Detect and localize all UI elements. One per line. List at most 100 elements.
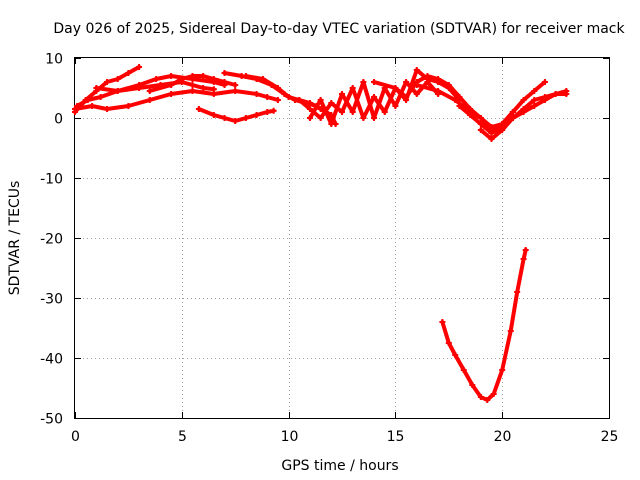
data-point [89, 103, 96, 109]
data-point [490, 391, 497, 397]
data-point [403, 94, 410, 100]
data-point [84, 97, 91, 103]
data-point [221, 115, 228, 121]
data-point [460, 367, 467, 373]
series-line-track-2 [75, 74, 227, 108]
data-point [477, 394, 484, 400]
data-point [392, 85, 399, 91]
data-point [531, 97, 538, 103]
data-point [189, 82, 196, 88]
data-point [114, 88, 121, 94]
y-tick-label: -10 [40, 172, 63, 188]
data-point [452, 352, 459, 358]
data-point [189, 73, 196, 79]
data-point [469, 382, 476, 388]
data-point [456, 103, 463, 109]
x-axis-label: GPS time / hours [281, 458, 398, 474]
data-point [563, 91, 570, 97]
data-point [200, 85, 207, 91]
y-tick-label: 10 [45, 52, 63, 68]
data-point [168, 82, 175, 88]
data-point [371, 115, 378, 121]
x-tick-label: 5 [178, 429, 187, 445]
x-tick-label: 20 [494, 429, 512, 445]
data-point [435, 76, 442, 82]
data-point [499, 367, 506, 373]
data-point [424, 79, 431, 85]
data-point [221, 70, 228, 76]
data-point [270, 107, 277, 114]
data-point [285, 94, 292, 100]
data-point [520, 97, 527, 103]
grid [75, 58, 609, 418]
data-point [153, 76, 160, 82]
data-point [146, 97, 153, 103]
data-point [114, 76, 121, 82]
data-point [210, 86, 217, 93]
data-point [317, 115, 324, 121]
data-point [514, 289, 521, 295]
y-tick-label: 0 [54, 112, 63, 128]
data-point [317, 97, 324, 103]
data-point [125, 103, 132, 109]
data-point [339, 109, 345, 115]
data-point [168, 73, 175, 79]
data-point [484, 397, 491, 403]
data-point [499, 127, 506, 133]
data-point [403, 79, 410, 85]
data-point [520, 256, 527, 262]
data-point [477, 127, 484, 133]
data-point [264, 109, 271, 115]
axis-ticks: 0 5 10 15 20 25 10 0 -10 -20 -30 -40 -50 [40, 52, 618, 446]
data-point [371, 94, 378, 100]
data-point [210, 76, 217, 82]
data-point [242, 115, 249, 121]
data-point [328, 121, 335, 127]
data-point [349, 109, 356, 115]
data-point [328, 100, 335, 106]
data-point [296, 97, 303, 103]
data-point [552, 91, 559, 97]
data-point [445, 82, 452, 88]
x-tick-label: 25 [601, 429, 619, 445]
data-point [306, 106, 313, 112]
data-point [104, 106, 111, 112]
data-point [435, 88, 442, 94]
series-line-track-15 [440, 248, 528, 402]
data-point [509, 109, 516, 115]
data-point [371, 79, 378, 85]
data-point [259, 76, 266, 82]
data-point [413, 82, 420, 88]
data-point [136, 64, 143, 70]
y-tick-label: -30 [40, 292, 63, 308]
data-point [339, 91, 345, 97]
data-point [531, 88, 538, 94]
data-point [195, 106, 202, 112]
data-point [232, 82, 239, 88]
data-point [439, 319, 446, 325]
data-point [488, 130, 495, 136]
data-point [97, 94, 104, 100]
plot-frame [74, 57, 610, 419]
data-point [72, 106, 78, 112]
data-point [200, 73, 207, 79]
data-point [541, 79, 548, 85]
data-point [456, 94, 463, 100]
y-tick-label: -50 [40, 412, 63, 428]
data-point [507, 328, 514, 334]
data-point [520, 109, 527, 115]
data-point [522, 247, 529, 253]
data-point [509, 115, 516, 121]
data-point [467, 112, 474, 118]
data-point [146, 88, 153, 94]
data-point [531, 103, 538, 109]
data-point [360, 115, 367, 121]
y-axis-label: SDTVAR / TECUs [7, 181, 23, 296]
data-point [242, 73, 249, 79]
data-point [232, 118, 239, 124]
series-line-track-6 [196, 107, 276, 123]
data-point [178, 76, 185, 82]
y-tick-label: -20 [40, 232, 63, 248]
data-point [274, 97, 281, 103]
